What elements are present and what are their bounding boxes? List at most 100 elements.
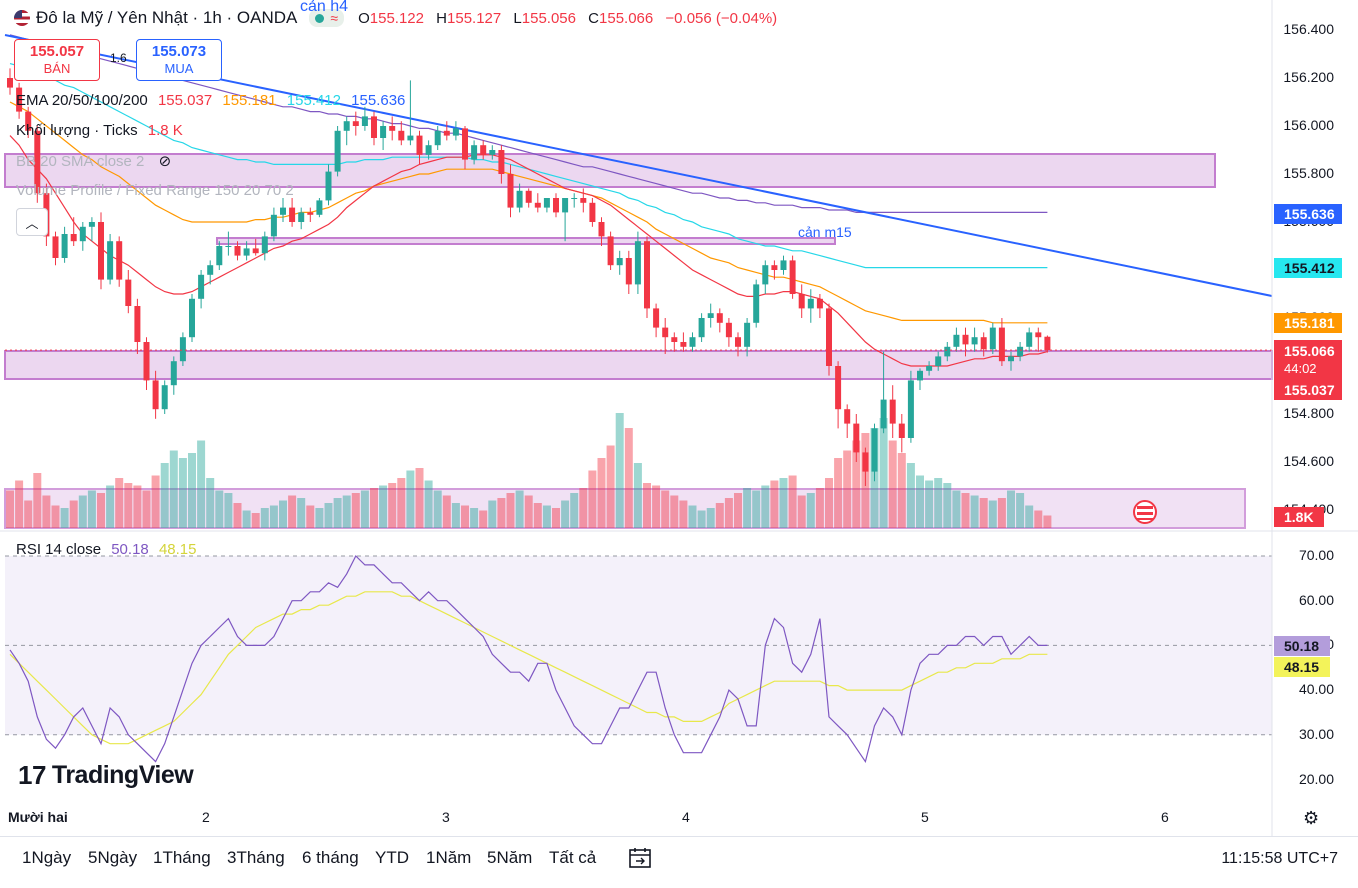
volume-bar	[215, 490, 224, 528]
volume-bar	[188, 453, 196, 528]
volume-bar	[60, 508, 69, 528]
candle-body	[589, 202, 596, 222]
candle-body	[398, 130, 405, 141]
volume-bar	[342, 495, 351, 528]
volume-bar	[260, 508, 269, 528]
volume-bar	[6, 490, 14, 528]
period-button[interactable]: 5Năm	[487, 848, 533, 867]
volume-profile-legend[interactable]: Volume Profile / Fixed Range 150 20 70 2	[16, 182, 294, 199]
candle-body	[553, 198, 559, 213]
tradingview-logo[interactable]: 17 TradingView	[18, 760, 194, 790]
volume-bar	[897, 453, 906, 528]
rsi-tick-label: 30.00	[1298, 725, 1334, 742]
candle-body	[644, 241, 650, 309]
candle-body	[580, 198, 587, 203]
utc-clock[interactable]: 11:15:58 UTC+7	[1221, 850, 1338, 867]
period-button[interactable]: 5Ngày	[88, 848, 138, 867]
volume-legend[interactable]: Khối lượng · Ticks 1.8 K	[16, 122, 183, 139]
collapse-legend-button[interactable]: ︿	[16, 208, 48, 236]
candle-body	[452, 128, 459, 136]
volume-bar	[943, 483, 952, 528]
us-event-flag-stripe	[1137, 506, 1153, 509]
period-button[interactable]: 1Ngày	[22, 848, 72, 867]
volume-bar	[888, 440, 897, 528]
candle-body	[70, 234, 77, 242]
candle-body	[871, 428, 878, 472]
volume-bar	[788, 475, 797, 528]
candle-body	[52, 236, 59, 258]
candle-body	[725, 322, 732, 338]
volume-bar	[761, 485, 770, 528]
candle-body	[962, 334, 969, 345]
bottom-toolbar	[0, 836, 1358, 888]
candle-body	[471, 145, 478, 160]
sell-button[interactable]: 155.057 BÁN	[14, 39, 100, 81]
volume-bar	[388, 483, 397, 528]
candle-body	[598, 222, 605, 237]
ema-legend[interactable]: EMA 20/50/100/200 155.037 155.181 155.41…	[16, 92, 406, 109]
period-button[interactable]: 1Năm	[426, 848, 472, 867]
ohlc-values: O155.122 H155.127 L155.056 C155.066 −0.0…	[358, 9, 778, 27]
volume-bar	[106, 485, 115, 528]
annotation-can-m15[interactable]: cản m15	[798, 224, 852, 240]
period-button[interactable]: 1Tháng	[153, 848, 211, 867]
price-tick-label: 156.400	[1283, 21, 1334, 37]
market-status-badge[interactable]: ≈	[309, 9, 345, 27]
period-button[interactable]: Tất cả	[549, 848, 597, 867]
symbol-title-row[interactable]: Đô la Mỹ / Yên Nhật · 1h · OANDA ≈ O155.…	[14, 8, 777, 28]
candle-body	[125, 279, 132, 306]
volume-bar	[87, 490, 96, 528]
volume-bar	[552, 508, 560, 528]
date-range-icon[interactable]	[628, 847, 652, 869]
volume-bar	[197, 440, 206, 528]
volume-bar	[524, 495, 533, 528]
bb-legend[interactable]: BB 20 SMA close 2 ⊘	[16, 153, 172, 170]
volume-bar	[142, 490, 151, 528]
symbol-title[interactable]: Đô la Mỹ / Yên Nhật · 1h · OANDA	[36, 8, 298, 27]
candle-body	[1017, 346, 1024, 357]
volume-bar	[661, 490, 670, 528]
candle-body	[270, 214, 277, 237]
volume-bar	[224, 493, 233, 528]
candle-body	[562, 198, 569, 213]
hidden-eye-icon[interactable]: ⊘	[158, 153, 172, 170]
volume-bar	[952, 490, 961, 528]
volume-bar	[497, 498, 506, 528]
volume-bar	[370, 488, 378, 528]
buy-button[interactable]: 155.073 MUA	[136, 39, 222, 81]
candle-body	[917, 370, 923, 381]
candle-body	[516, 190, 523, 208]
candle-body	[161, 385, 168, 410]
volume-bar	[33, 473, 42, 528]
candle-body	[380, 126, 387, 138]
rsi-tick-label: 70.00	[1298, 547, 1334, 563]
candle-body	[826, 308, 832, 366]
us-event-flag-stripe	[1137, 512, 1153, 515]
ema100-tag: 155.412	[1274, 258, 1342, 278]
volume-bar	[279, 500, 287, 528]
market-open-icon	[315, 13, 325, 23]
volume-bar	[451, 503, 460, 528]
volume-bar	[115, 478, 124, 528]
period-button[interactable]: 6 tháng	[302, 848, 359, 867]
candle-body	[170, 361, 177, 386]
volume-bar	[15, 480, 24, 528]
candle-body	[107, 241, 114, 280]
candle-body	[289, 207, 296, 222]
candle-body	[607, 236, 614, 266]
period-button[interactable]: YTD	[375, 848, 409, 867]
candle-body	[343, 121, 350, 131]
volume-bar	[297, 498, 306, 528]
candle-body	[252, 248, 259, 254]
rsi-legend[interactable]: RSI 14 close 50.18 48.15	[16, 541, 197, 558]
volume-bar	[979, 498, 988, 528]
settings-icon[interactable]: ⚙	[1303, 808, 1320, 828]
volume-bar	[706, 508, 715, 528]
candle-body	[207, 265, 214, 275]
period-button[interactable]: 3Tháng	[227, 848, 285, 867]
annotation-can-h4[interactable]: cản h4	[300, 0, 349, 15]
candle-body	[225, 246, 232, 247]
candle-body	[1008, 356, 1014, 362]
candle-body	[407, 135, 414, 141]
